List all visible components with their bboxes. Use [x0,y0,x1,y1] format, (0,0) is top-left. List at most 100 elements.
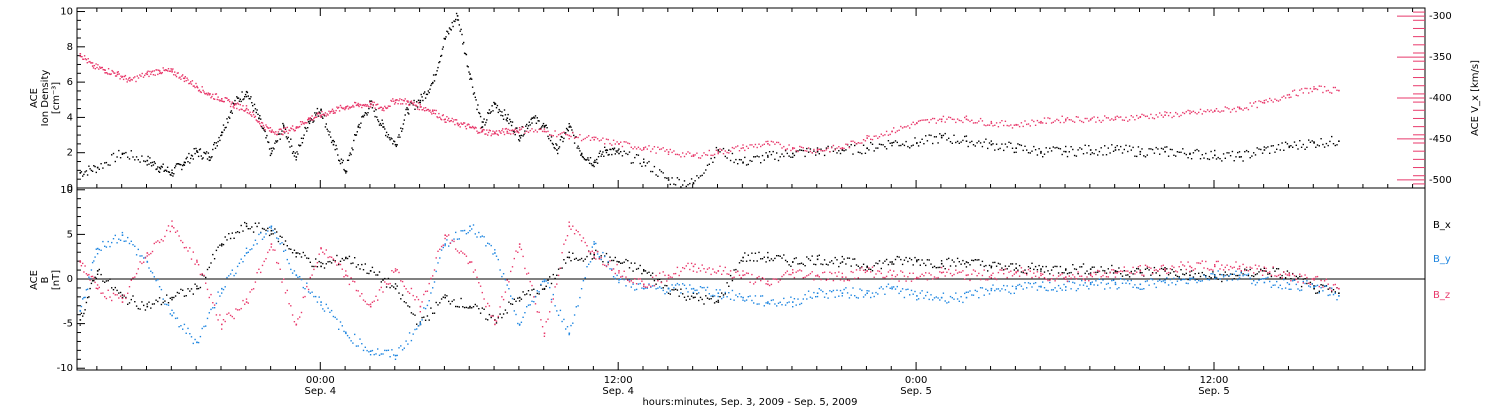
bottom-point [1270,274,1273,276]
top-point [687,184,689,186]
top-point [175,75,178,78]
bottom-data-point [96,270,99,272]
bottom-point [630,280,632,282]
bottom-point [185,332,187,334]
bottom-point [669,293,671,295]
bottom-point [850,270,852,273]
bottom-point [158,241,161,244]
bottom-point [781,275,783,278]
bottom-point [352,280,354,282]
top-point [245,105,248,107]
bottom-point [611,268,613,270]
bottom-point [616,274,618,277]
top-point [1336,144,1338,146]
bottom-point [942,271,945,273]
top-point [573,137,576,139]
bottom-point [1150,274,1152,276]
bottom-point [341,268,343,270]
top-point [836,147,838,149]
top-point [81,56,83,58]
top-point [1185,111,1187,113]
bottom-point [541,288,544,290]
top-point [299,145,301,147]
top-point [733,161,735,164]
bottom-point [1013,292,1015,294]
bottom-point [1072,264,1074,266]
bottom-point [1120,278,1122,280]
top-point [229,111,232,113]
top-point [713,156,716,159]
bottom-point [689,284,691,286]
top-point [930,134,932,137]
bottom-point [884,293,886,295]
bottom-point [102,280,104,282]
top-point [527,131,530,133]
top-point [310,118,312,120]
top-point [708,163,710,165]
top-point [577,136,579,139]
bottom-point [111,241,113,244]
top-point [547,130,549,133]
top-point [322,114,325,116]
bottom-point [125,296,127,299]
top-point [219,139,221,142]
top-point [875,135,877,137]
bottom-point [1316,292,1319,294]
bottom-point [1143,288,1145,290]
bottom-point [1180,261,1182,263]
top-point [767,154,769,157]
bottom-point [933,265,936,268]
bottom-point [366,272,368,274]
top-data-point [1040,120,1042,123]
bottom-point [135,254,138,256]
bottom-point [210,293,212,296]
bottom-point [462,230,464,232]
bottom-point [577,305,579,307]
bottom-point [1049,279,1051,281]
top-point [359,126,361,129]
top-point [591,136,593,139]
top-point [279,128,281,130]
top-point [410,102,413,104]
top-point [518,132,520,134]
bottom-point [355,345,358,347]
bottom-point [332,258,335,260]
bottom-point [724,291,726,294]
top-point [317,115,319,117]
top-point [369,106,372,108]
bottom-point [311,291,313,293]
top-point [389,105,391,107]
bottom-point [728,292,730,294]
top-data-point [1015,147,1017,149]
top-point [987,147,989,150]
bottom-point [979,278,982,281]
bottom-point [706,297,709,299]
bottom-point [648,283,650,285]
bottom-point [1208,279,1211,281]
bottom-data-point [171,314,173,317]
top-point [404,98,406,100]
bottom-point [91,280,94,282]
top-data-point [1114,118,1117,121]
top-point [114,72,116,74]
top-point [566,134,569,136]
bottom-point [270,227,272,229]
top-point [635,148,638,150]
top-point [260,121,263,124]
top-data-point [816,149,819,152]
top-point [430,84,432,87]
top-data-point [667,151,670,153]
bottom-point [215,314,218,316]
top-point [884,146,886,148]
top-point [344,170,346,172]
top-point [503,133,506,136]
top-point [1003,149,1005,152]
top-point [208,93,210,95]
bottom-point [703,303,705,305]
top-point [284,128,287,130]
top-point [744,156,746,159]
top-point [293,130,296,132]
bottom-point [1144,280,1147,283]
top-point [541,130,544,133]
top-point [680,156,682,158]
